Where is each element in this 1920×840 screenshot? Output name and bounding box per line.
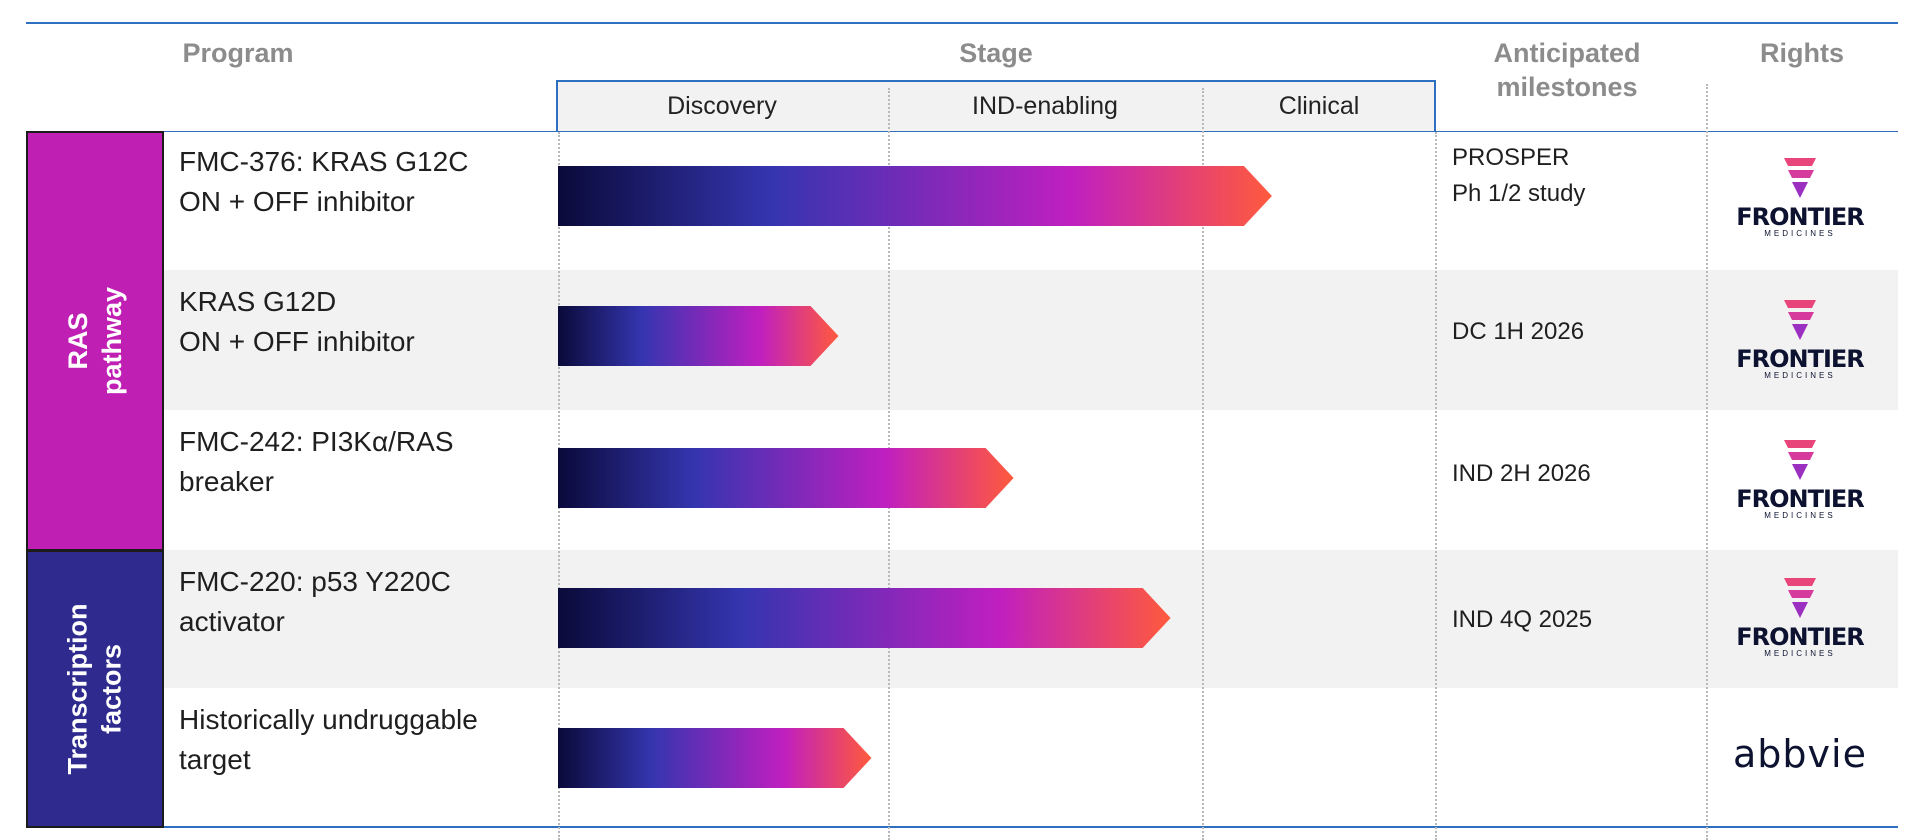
frontier-sub: MEDICINES <box>1764 511 1836 520</box>
header-rights: Rights <box>1760 38 1844 68</box>
stage-clinical: Clinical <box>1278 92 1360 120</box>
stage-header-box <box>556 80 1436 132</box>
program-name: FMC-376: KRAS G12C ON + OFF inhibitor <box>179 146 469 217</box>
frontier-word: FRONTIER <box>1736 485 1865 513</box>
pipeline-bar <box>558 448 1014 508</box>
frontier-mark-icon <box>1784 300 1816 340</box>
frontier-mark-icon <box>1784 158 1816 198</box>
header-stage: Stage <box>959 38 1033 68</box>
frontier-word: FRONTIER <box>1736 345 1865 373</box>
row-bg-2 <box>163 270 1898 410</box>
category-ras-pathway: RAS pathway <box>26 131 164 551</box>
top-rule <box>26 22 1898 24</box>
bottom-rule <box>26 826 1898 828</box>
category-transcription-factors: Transcription factors <box>26 550 164 828</box>
program-name: FMC-220: p53 Y220C activator <box>179 566 451 637</box>
frontier-sub: MEDICINES <box>1764 649 1836 658</box>
pipeline-bar <box>558 588 1171 648</box>
milestone-text: IND 2H 2026 <box>1452 460 1591 487</box>
grid-line-clinical-end <box>1435 132 1437 840</box>
grid-line-ind-end <box>1202 88 1204 840</box>
program-name: Historically undruggable target <box>179 704 478 775</box>
frontier-word: FRONTIER <box>1736 623 1865 651</box>
row-bg-3 <box>163 410 1898 550</box>
abbvie-logo: abbvie <box>1733 732 1867 776</box>
frontier-logo: FRONTIER MEDICINES <box>1735 156 1865 238</box>
header-milestones: Anticipated milestones <box>1493 38 1641 102</box>
row-bg-5 <box>163 688 1898 826</box>
pipeline-bar <box>558 728 872 788</box>
frontier-mark-icon <box>1784 578 1816 618</box>
program-name: FMC-242: PI3Kα/RAS breaker <box>179 426 454 497</box>
pipeline-bar <box>558 306 839 366</box>
pipeline-bar <box>558 166 1272 226</box>
milestone-text: PROSPER Ph 1/2 study <box>1452 144 1586 207</box>
program-name: KRAS G12D ON + OFF inhibitor <box>179 286 415 357</box>
frontier-sub: MEDICINES <box>1764 229 1836 238</box>
stage-discovery: Discovery <box>667 92 777 120</box>
frontier-logo: FRONTIER MEDICINES <box>1735 576 1865 658</box>
milestone-text: IND 4Q 2025 <box>1452 606 1593 633</box>
frontier-logo: FRONTIER MEDICINES <box>1735 438 1865 520</box>
milestone-text: DC 1H 2026 <box>1452 318 1585 345</box>
grid-line-rights <box>1706 84 1708 840</box>
header-program: Program <box>182 38 294 68</box>
frontier-mark-icon <box>1784 440 1816 480</box>
frontier-logo: FRONTIER MEDICINES <box>1735 298 1865 380</box>
frontier-sub: MEDICINES <box>1764 371 1836 380</box>
stage-ind-enabling: IND-enabling <box>972 92 1118 120</box>
frontier-word: FRONTIER <box>1736 203 1865 231</box>
